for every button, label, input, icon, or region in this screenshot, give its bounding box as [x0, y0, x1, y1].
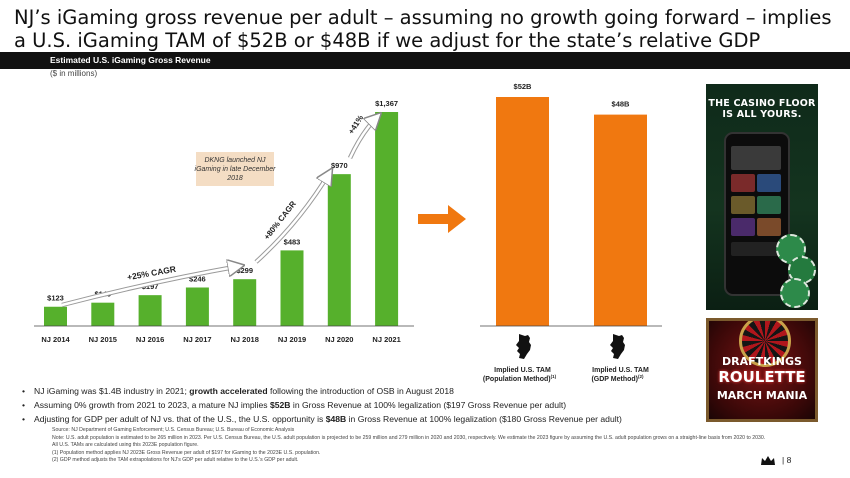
roulette-ad-brand: DRAFTKINGS	[722, 355, 802, 368]
nj-bar-2018	[233, 279, 257, 326]
nj-bar-2016	[138, 295, 162, 326]
app-tile	[731, 218, 755, 236]
transition-arrow	[418, 205, 466, 233]
bullet-item: Adjusting for GDP per adult of NJ vs. th…	[22, 412, 702, 426]
roulette-ad-game: ROULETTE	[718, 368, 806, 386]
app-tile	[757, 218, 781, 236]
nj-bar-2014	[44, 306, 67, 326]
roulette-ad: DRAFTKINGS ROULETTE MARCH MANIA	[706, 318, 818, 422]
nj-bar-value-label: $970	[331, 161, 348, 170]
launch-callout-box	[196, 152, 274, 186]
launch-callout-line-2: iGaming in late December	[195, 166, 277, 173]
tam-category-label: (Population Method)(1)	[483, 374, 557, 383]
app-tile	[731, 242, 781, 256]
draftkings-crown-icon	[761, 456, 775, 465]
nj-state-icon-2	[610, 334, 625, 359]
nj-bar-value-label: $246	[189, 274, 206, 283]
page-title: NJ’s iGaming gross revenue per adult – a…	[14, 6, 832, 52]
nj-bar-2019	[280, 250, 304, 326]
nj-bar-value-label: $483	[284, 237, 301, 246]
app-tile	[731, 146, 781, 170]
nj-category-label: NJ 2021	[372, 335, 400, 344]
footnote-source: Source: NJ Department of Gaming Enforcem…	[52, 427, 295, 433]
tam-bar-value-label: $48B	[612, 100, 631, 109]
nj-category-label: NJ 2016	[136, 335, 164, 344]
tam-category-label: Implied U.S. TAM	[592, 367, 649, 374]
launch-callout-line-1: DKNG launched NJ	[204, 157, 266, 164]
nj-category-label: NJ 2017	[183, 335, 211, 344]
nj-bar-2020	[327, 174, 351, 326]
key-takeaways: NJ iGaming was $1.4B industry in 2021; g…	[22, 384, 702, 426]
tam-category-label: Implied U.S. TAM	[494, 367, 551, 374]
app-tile	[731, 196, 755, 214]
page-number: | 8	[782, 455, 792, 465]
casino-ad-headline-line-2: IS ALL YOURS.	[722, 109, 802, 120]
casino-ad-headline-line-1: THE CASINO FLOOR	[708, 98, 816, 109]
cagr-arrow-1-core	[61, 266, 240, 307]
footnote-note: Note: U.S. adult population is estimated…	[52, 434, 766, 449]
units-label: ($ in millions)	[50, 69, 98, 78]
footnote-2: (2) GDP method adjusts the TAM extrapola…	[52, 457, 299, 464]
footnote-1: (1) Population method applies NJ 2023E G…	[52, 449, 321, 456]
section-label: Estimated U.S. iGaming Gross Revenue	[50, 55, 211, 65]
growth-arrow-core	[348, 116, 378, 159]
nj-bar-value-label: $123	[47, 294, 64, 303]
roulette-ad-subtitle: MARCH MANIA	[716, 389, 808, 402]
roulette-wheel-icon	[739, 321, 791, 367]
nj-category-label: NJ 2015	[89, 335, 117, 344]
bullet-item: NJ iGaming was $1.4B industry in 2021; g…	[22, 384, 702, 398]
nj-bar-2015	[91, 302, 115, 326]
nj-category-label: NJ 2018	[231, 335, 259, 344]
bullet-item: Assuming 0% growth from 2021 to 2023, a …	[22, 398, 702, 412]
poker-chip-icon	[780, 278, 810, 308]
tam-bar-population	[496, 97, 549, 326]
tam-bar-value-label: $52B	[514, 82, 533, 91]
nj-state-icon-1	[516, 334, 531, 359]
nj-bar-2021	[375, 112, 399, 326]
section-header-bar: Estimated U.S. iGaming Gross Revenue	[0, 52, 850, 69]
nj-category-label: NJ 2020	[325, 335, 353, 344]
nj-bar-2017	[185, 287, 209, 326]
nj-category-label: NJ 2019	[278, 335, 306, 344]
cagr-arrow-2-core	[255, 172, 330, 263]
app-tile	[731, 174, 755, 192]
casino-floor-ad: THE CASINO FLOOR IS ALL YOURS.	[706, 84, 818, 310]
nj-bar-value-label: $1,367	[375, 99, 398, 108]
app-tile	[757, 196, 781, 214]
app-tile	[757, 174, 781, 192]
tam-bar-gdp	[594, 114, 647, 326]
phone-mockup	[724, 132, 790, 296]
tam-category-label: (GDP Method)(2)	[591, 374, 644, 383]
nj-category-label: NJ 2014	[41, 335, 70, 344]
nj-bar-value-label: $197	[142, 282, 159, 291]
footnotes: Source: NJ Department of Gaming Enforcem…	[52, 427, 772, 465]
launch-callout-line-3: 2018	[226, 175, 243, 182]
